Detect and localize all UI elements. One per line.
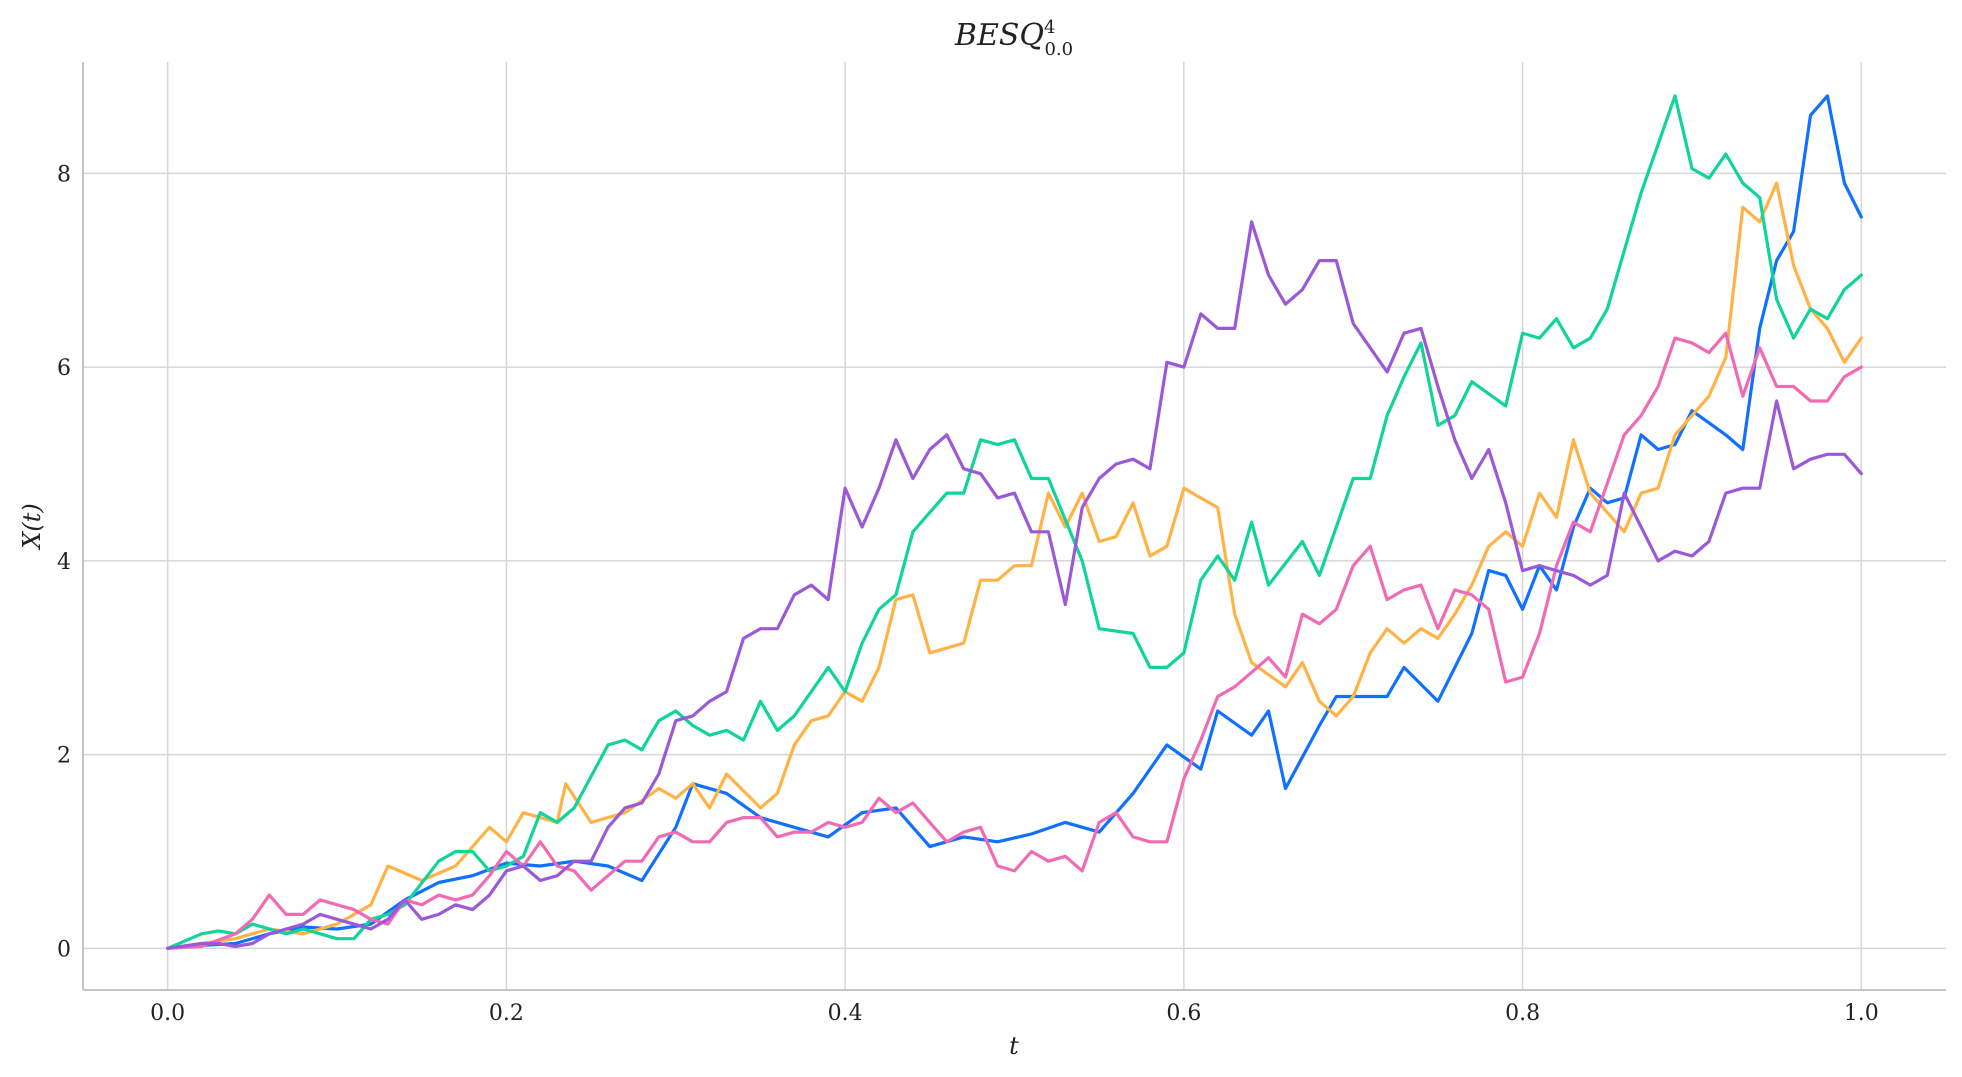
- axes-spines: [82, 62, 1946, 991]
- chart-title-superscript: 4: [1044, 17, 1055, 38]
- chart-title-subscript: 0.0: [1044, 39, 1073, 60]
- y-tick-label: 4: [57, 550, 71, 575]
- grid: [83, 62, 1946, 990]
- series-group: [166, 94, 1863, 950]
- series-line-1: [166, 94, 1863, 950]
- x-tick-label: 0.2: [489, 1001, 524, 1026]
- series-line-5: [166, 220, 1863, 950]
- series-line-4: [166, 331, 1863, 950]
- x-axis-label: t: [1009, 1032, 1019, 1060]
- y-tick-label: 0: [57, 937, 71, 962]
- x-tick-label: 0.6: [1166, 1001, 1201, 1026]
- series-line-2: [166, 181, 1863, 950]
- x-tick-label: 1.0: [1844, 1001, 1879, 1026]
- x-tick-labels: 0.0 0.2 0.4 0.6 0.8 1.0: [150, 1001, 1879, 1026]
- x-tick-label: 0.8: [1505, 1001, 1540, 1026]
- chart-title: BESQ4 0.0: [954, 17, 1073, 60]
- chart-title-main: BESQ: [954, 18, 1044, 53]
- y-tick-label: 6: [57, 356, 71, 381]
- y-tick-labels: 0 2 4 6 8: [57, 162, 71, 962]
- y-tick-label: 2: [57, 744, 71, 769]
- y-axis-label: X(t): [18, 503, 46, 550]
- y-tick-label: 8: [57, 162, 71, 187]
- series-line-3: [166, 94, 1863, 950]
- x-tick-label: 0.4: [828, 1001, 863, 1026]
- x-tick-label: 0.0: [150, 1001, 185, 1026]
